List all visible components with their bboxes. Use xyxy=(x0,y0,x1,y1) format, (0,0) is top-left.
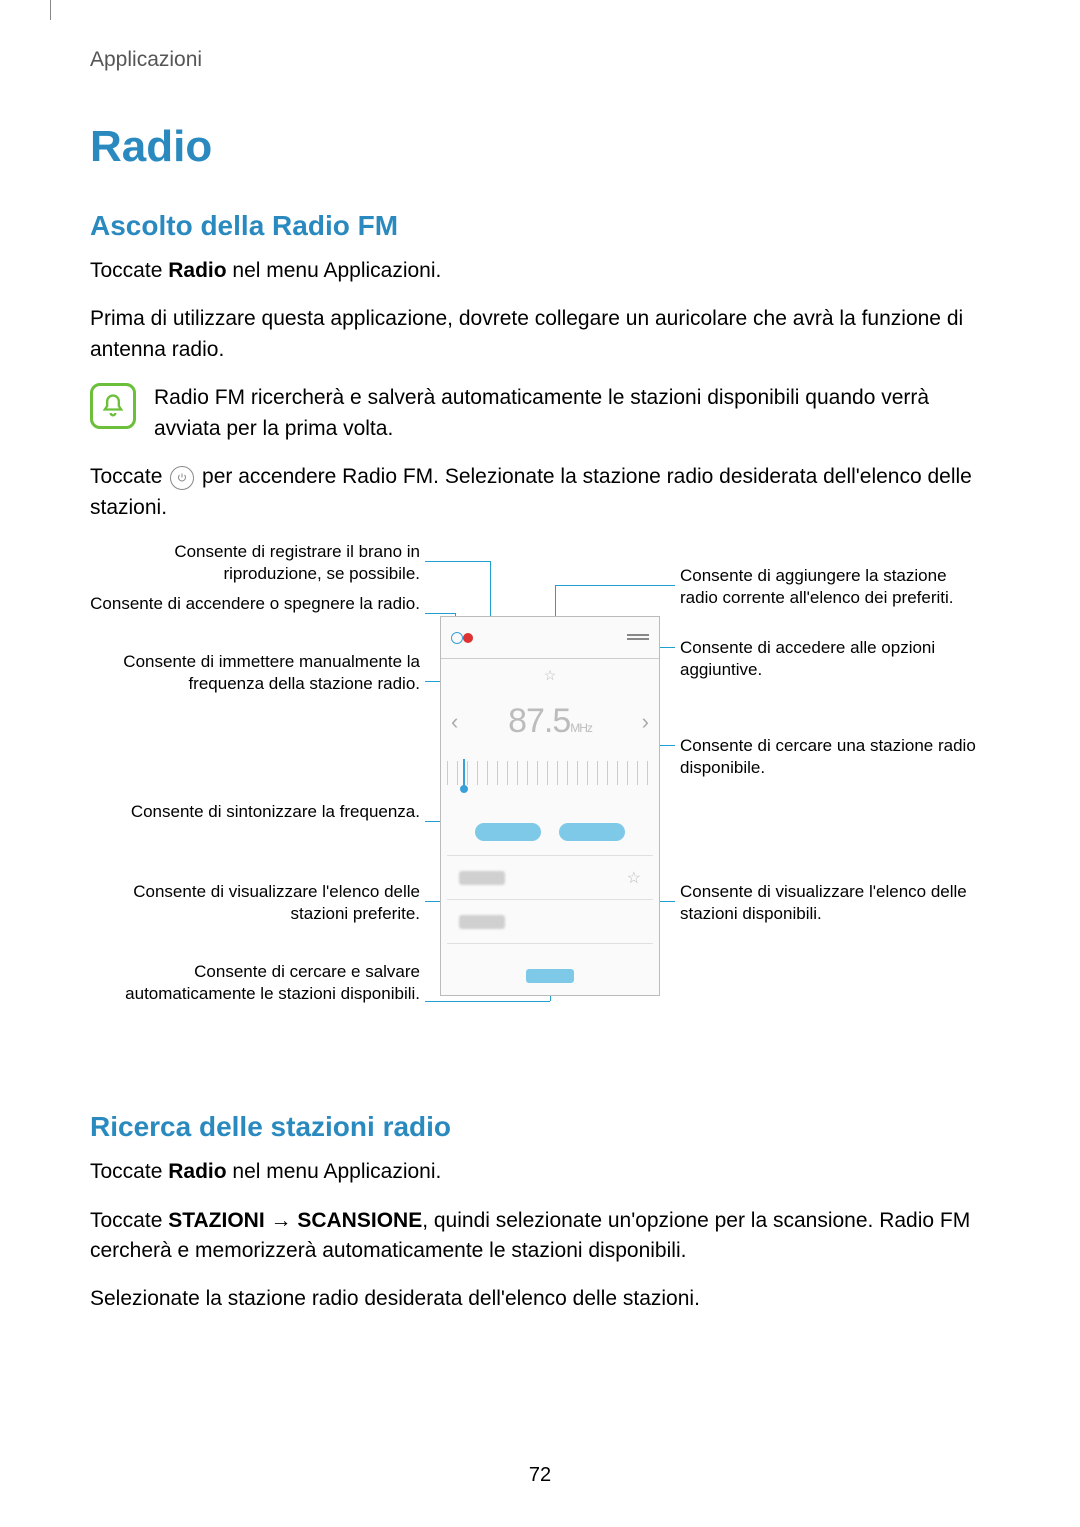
page-title: Radio xyxy=(90,122,990,172)
star-icon: ☆ xyxy=(627,868,641,888)
callout-record: Consente di registrare il brano in ripro… xyxy=(90,541,420,585)
text: per accendere Radio FM. Selezionate la s… xyxy=(90,465,972,518)
section1-p1: Toccate Radio nel menu Applicazioni. xyxy=(90,256,990,286)
section1-heading: Ascolto della Radio FM xyxy=(90,210,990,242)
callout-options: Consente di accedere alle opzioni aggiun… xyxy=(680,637,980,681)
note-block: Radio FM ricercherà e salverà automatica… xyxy=(90,383,990,444)
text: nel menu Applicazioni. xyxy=(227,1160,442,1183)
text-bold: STAZIONI xyxy=(168,1209,264,1232)
callout-tune: Consente di sintonizzare la frequenza. xyxy=(90,801,420,823)
blur-text xyxy=(459,915,505,929)
scan-button xyxy=(526,969,574,983)
callout-stations: Consente di visualizzare l'elenco delle … xyxy=(680,881,980,925)
lead-line xyxy=(425,613,455,614)
breadcrumb: Applicazioni xyxy=(90,48,990,72)
section2-p1: Toccate Radio nel menu Applicazioni. xyxy=(90,1157,990,1187)
power-button-icon xyxy=(451,632,463,644)
lead-line xyxy=(425,1001,550,1002)
bell-icon xyxy=(90,383,136,429)
record-button-icon xyxy=(463,633,473,643)
lead-line xyxy=(555,585,675,586)
pill-button xyxy=(475,823,541,841)
dial-ticks xyxy=(447,761,653,785)
section2-p3: Selezionate la stazione radio desiderata… xyxy=(90,1284,990,1314)
callout-power: Consente di accendere o spegnere la radi… xyxy=(90,593,420,615)
text-bold: Radio xyxy=(168,1160,226,1183)
text: Toccate xyxy=(90,1160,168,1183)
power-icon xyxy=(170,466,194,490)
page-number: 72 xyxy=(529,1464,551,1487)
callout-seek: Consente di cercare una stazione radio d… xyxy=(680,735,980,779)
page-marker xyxy=(50,0,51,20)
dial-marker xyxy=(463,759,465,789)
frequency-row: ‹ 87.5MHz › xyxy=(441,688,659,747)
blur-text xyxy=(459,871,505,885)
text: nel menu Applicazioni. xyxy=(227,259,442,282)
frequency-dial xyxy=(447,753,653,801)
phone-toolbar xyxy=(441,617,659,659)
note-text: Radio FM ricercherà e salverà automatica… xyxy=(154,383,990,444)
chevron-left-icon: ‹ xyxy=(451,709,458,735)
lead-line xyxy=(425,561,490,562)
chevron-right-icon: › xyxy=(642,709,649,735)
callout-favlist: Consente di visualizzare l'elenco delle … xyxy=(90,881,420,925)
callout-scan: Consente di cercare e salvare automatica… xyxy=(90,961,420,1005)
pill-button xyxy=(559,823,625,841)
section2-p2: Toccate STAZIONI → SCANSIONE, quindi sel… xyxy=(90,1206,990,1267)
text: Toccate xyxy=(90,259,168,282)
callout-manual: Consente di immettere manualmente la fre… xyxy=(90,651,420,695)
menu-icon xyxy=(627,634,649,642)
frequency-display: 87.5MHz xyxy=(508,702,592,741)
text: → xyxy=(265,1209,298,1232)
list-item: ☆ xyxy=(447,856,653,900)
frequency-unit: MHz xyxy=(570,721,592,735)
station-list: ☆ xyxy=(447,855,653,944)
section1-p3: Toccate per accendere Radio FM. Selezion… xyxy=(90,462,990,523)
text-bold: Radio xyxy=(168,259,226,282)
phone-mockup: ☆ ‹ 87.5MHz › ☆ xyxy=(440,616,660,996)
callout-addfav: Consente di aggiungere la stazione radio… xyxy=(680,565,980,609)
section2-heading: Ricerca delle stazioni radio xyxy=(90,1111,990,1143)
section1-p2: Prima di utilizzare questa applicazione,… xyxy=(90,304,990,365)
list-item xyxy=(447,900,653,944)
text-bold: SCANSIONE xyxy=(297,1209,422,1232)
tab-buttons xyxy=(441,823,659,841)
fav-star-icon: ☆ xyxy=(441,667,659,684)
text: Toccate xyxy=(90,465,168,488)
frequency-value: 87.5 xyxy=(508,702,570,740)
text: Toccate xyxy=(90,1209,168,1232)
radio-diagram: Consente di registrare il brano in ripro… xyxy=(90,541,990,1081)
